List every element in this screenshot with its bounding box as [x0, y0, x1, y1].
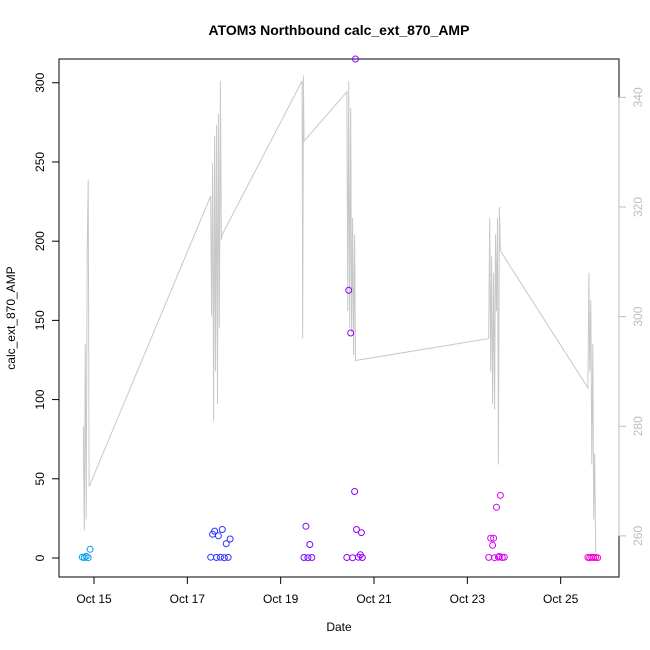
data-point [308, 554, 316, 561]
series-line [82, 75, 597, 553]
x-tick-label: Oct 21 [356, 592, 392, 606]
data-point [86, 545, 94, 553]
y2-tick-label: 280 [631, 416, 645, 436]
x-axis-label: Date [326, 620, 352, 634]
y-axis-left: 0 50 100 150 200 250 300 [33, 72, 60, 561]
data-point [224, 553, 232, 561]
data-point [226, 535, 234, 543]
y-tick-label: 150 [33, 310, 47, 330]
y2-tick-label: 320 [631, 197, 645, 217]
data-point [304, 554, 312, 562]
data-point [490, 534, 498, 542]
y-tick-label: 300 [33, 72, 47, 92]
data-point [211, 527, 219, 535]
y-tick-label: 0 [33, 554, 47, 561]
data-point [489, 541, 497, 549]
data-point [213, 554, 220, 561]
series-points-layer [78, 55, 602, 562]
series-line-layer [82, 75, 597, 553]
data-point [343, 554, 351, 561]
data-point [300, 554, 308, 561]
y-axis-label: calc_ext_870_AMP [4, 266, 18, 369]
data-point [485, 553, 493, 561]
data-point [345, 286, 353, 294]
y-tick-label: 200 [33, 231, 47, 251]
data-point [352, 55, 359, 63]
data-point [358, 554, 366, 561]
data-point [487, 534, 495, 542]
data-point [347, 329, 355, 337]
y-tick-label: 250 [33, 152, 47, 172]
y-tick-label: 100 [33, 389, 47, 409]
x-tick-label: Oct 19 [263, 592, 299, 606]
data-point [351, 488, 359, 495]
y-tick-label: 50 [33, 472, 47, 486]
data-point [500, 553, 508, 561]
data-point [207, 553, 215, 561]
data-point [496, 491, 504, 499]
data-point [349, 554, 357, 562]
data-point [493, 503, 500, 511]
y-axis-right: 260 280 300 320 340 [618, 87, 645, 546]
data-point [84, 554, 92, 562]
x-axis: Oct 15 Oct 17 Oct 19 Oct 21 Oct 23 Oct 25 [76, 576, 579, 606]
x-tick-label: Oct 15 [76, 592, 112, 606]
data-point [590, 554, 598, 561]
plot-frame [58, 58, 620, 578]
data-point [218, 526, 226, 533]
data-point [353, 526, 360, 533]
data-point [220, 554, 228, 562]
y2-tick-label: 340 [631, 87, 645, 107]
data-point [306, 541, 314, 548]
chart-title: ATOM3 Northbound calc_ext_870_AMP [209, 22, 470, 38]
y2-tick-label: 300 [631, 306, 645, 326]
data-point [357, 529, 365, 537]
data-point [214, 532, 222, 540]
data-point [222, 540, 230, 548]
x-tick-label: Oct 23 [450, 592, 486, 606]
x-tick-label: Oct 25 [543, 592, 579, 606]
data-point [302, 522, 310, 530]
data-point [216, 553, 224, 561]
x-tick-label: Oct 17 [170, 592, 206, 606]
data-point [594, 554, 602, 562]
y2-tick-label: 260 [631, 526, 645, 546]
data-point [491, 554, 499, 562]
data-point [82, 552, 90, 560]
